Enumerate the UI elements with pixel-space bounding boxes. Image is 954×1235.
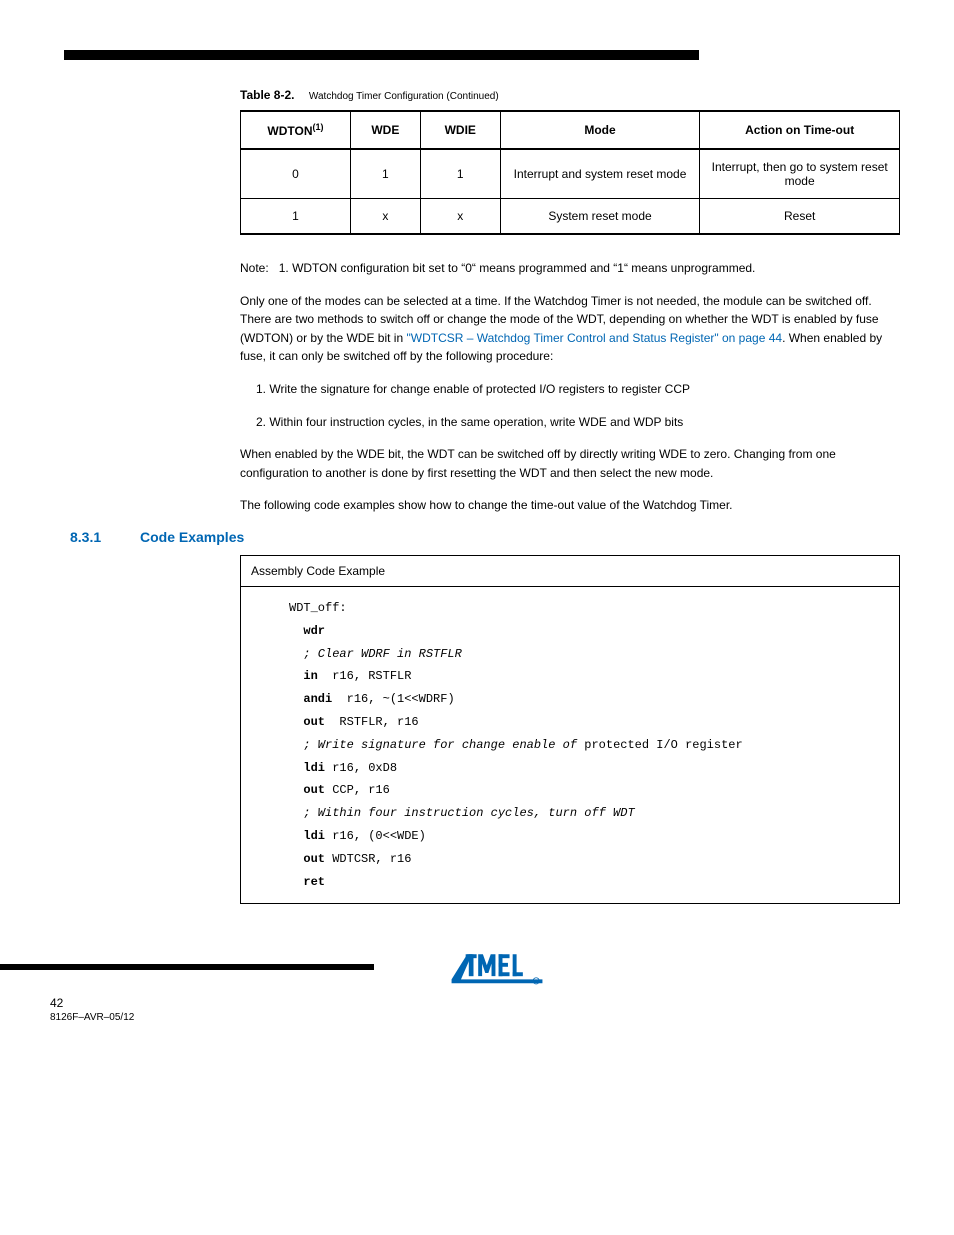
section-number: 8.3.1 [70, 529, 140, 545]
note-text: WDTON configuration bit set to “0“ means… [292, 261, 755, 275]
doc-id: 8126F–AVR–05/12 [50, 1012, 134, 1023]
paragraph-2: When enabled by the WDE bit, the WDT can… [240, 445, 884, 482]
table-row: 1 x x System reset mode Reset [241, 199, 900, 235]
page: Table 8-2. Watchdog Timer Configuration … [0, 0, 954, 972]
list-item-1: 1. Write the signature for change enable… [240, 380, 884, 399]
col-wdie: WDIE [420, 111, 500, 149]
paragraph-3: The following code examples show how to … [240, 496, 884, 515]
cell: Reset [700, 199, 900, 235]
section-title: Code Examples [140, 529, 244, 545]
header-rule [64, 50, 699, 60]
col-wdton: WDTON(1) [241, 111, 351, 149]
atmel-logo: R [450, 942, 544, 995]
code-example-box: Assembly Code Example WDT_off: wdr ; Cle… [240, 555, 900, 904]
footer-rule [0, 964, 374, 970]
atmel-logo-svg: R [450, 942, 544, 990]
list-item-2: 2. Within four instruction cycles, in th… [240, 413, 884, 432]
cell: System reset mode [500, 199, 700, 235]
cell: 0 [241, 149, 351, 199]
cross-ref-link[interactable]: "WDTCSR – Watchdog Timer Control and Sta… [406, 331, 782, 345]
page-number: 42 [50, 996, 63, 1010]
table-title: Watchdog Timer Configuration (Continued) [309, 91, 499, 102]
code-body: WDT_off: wdr ; Clear WDRF in RSTFLR in r… [241, 587, 899, 903]
svg-text:R: R [535, 980, 538, 985]
table-row: 0 1 1 Interrupt and system reset mode In… [241, 149, 900, 199]
col-action: Action on Time-out [700, 111, 900, 149]
note-label: Note: [240, 261, 269, 275]
paragraph-1: Only one of the modes can be selected at… [240, 292, 884, 366]
note-num: 1. [279, 261, 289, 275]
content-column: Table 8-2. Watchdog Timer Configuration … [240, 86, 884, 904]
cell: 1 [241, 199, 351, 235]
table-number: Table 8-2. [240, 88, 294, 102]
table-header-row: WDTON(1) WDE WDIE Mode Action on Time-ou… [241, 111, 900, 149]
cell: 1 [350, 149, 420, 199]
wdt-config-table: WDTON(1) WDE WDIE Mode Action on Time-ou… [240, 110, 900, 235]
col-wde: WDE [350, 111, 420, 149]
table-note: Note: 1. WDTON configuration bit set to … [270, 259, 884, 278]
cell: Interrupt, then go to system reset mode [700, 149, 900, 199]
cell: x [350, 199, 420, 235]
col-mode: Mode [500, 111, 700, 149]
table-caption: Table 8-2. Watchdog Timer Configuration … [240, 86, 884, 104]
cell: x [420, 199, 500, 235]
cell: 1 [420, 149, 500, 199]
code-head: Assembly Code Example [241, 556, 899, 587]
cell: Interrupt and system reset mode [500, 149, 700, 199]
section-heading: 8.3.1 Code Examples [70, 529, 884, 545]
